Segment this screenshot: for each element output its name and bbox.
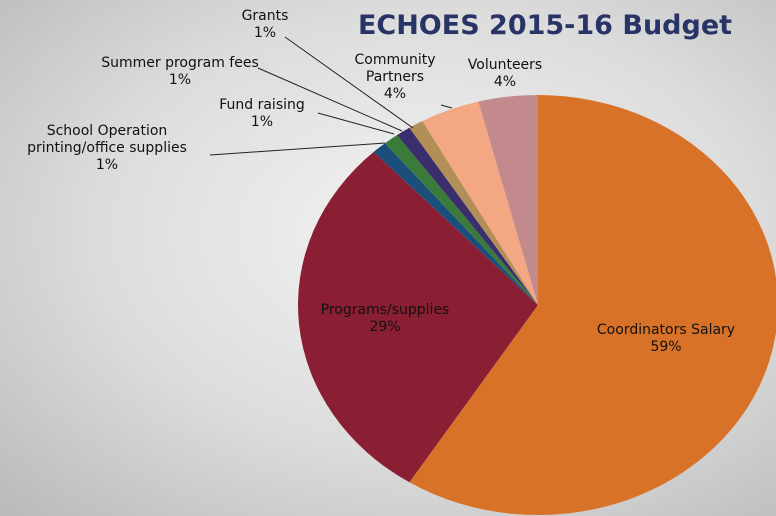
pie-slice <box>396 127 538 306</box>
category-label: Fund raising <box>219 97 305 113</box>
slice-label: Fund raising 1% <box>202 97 322 131</box>
value-label: 29% <box>369 319 401 335</box>
leader-line <box>209 142 386 156</box>
category-label: Summer program fees <box>101 55 259 71</box>
category-label: Community Partners <box>354 52 436 85</box>
slice-label: Grants 1% <box>235 8 295 42</box>
leader-line <box>317 112 395 135</box>
pie-slice <box>373 143 538 305</box>
category-label: Grants <box>241 8 289 24</box>
category-label: Programs/supplies <box>320 302 450 318</box>
chart-title: ECHOES 2015-16 Budget <box>357 10 733 41</box>
category-label: Volunteers <box>467 57 543 73</box>
leader-line <box>440 104 453 109</box>
slice-label: Community Partners 4% <box>340 52 450 103</box>
value-label: 1% <box>250 114 274 130</box>
category-label: Coordinators Salary <box>596 322 736 338</box>
value-label: 1% <box>95 157 119 173</box>
pie-slice <box>409 120 538 306</box>
leader-line <box>284 36 414 129</box>
slice-label: Volunteers 4% <box>455 57 555 91</box>
slice-label: Summer program fees 1% <box>100 55 260 89</box>
value-label: 1% <box>168 72 192 88</box>
leader-line <box>257 67 403 132</box>
value-label: 4% <box>493 74 517 90</box>
pie-slice <box>478 95 538 305</box>
value-label: 59% <box>650 339 682 355</box>
category-label: School Operation printing/office supplie… <box>27 123 187 156</box>
pie-slice <box>298 151 538 483</box>
slice-label: School Operation printing/office supplie… <box>0 123 215 174</box>
value-label: 4% <box>383 86 407 102</box>
pie-slice <box>409 95 776 515</box>
value-label: 1% <box>253 25 277 41</box>
slice-label: Programs/supplies 29% <box>300 302 470 336</box>
pie-slice <box>422 101 538 305</box>
slice-label: Coordinators Salary 59% <box>566 322 766 356</box>
pie-slice <box>385 135 538 305</box>
